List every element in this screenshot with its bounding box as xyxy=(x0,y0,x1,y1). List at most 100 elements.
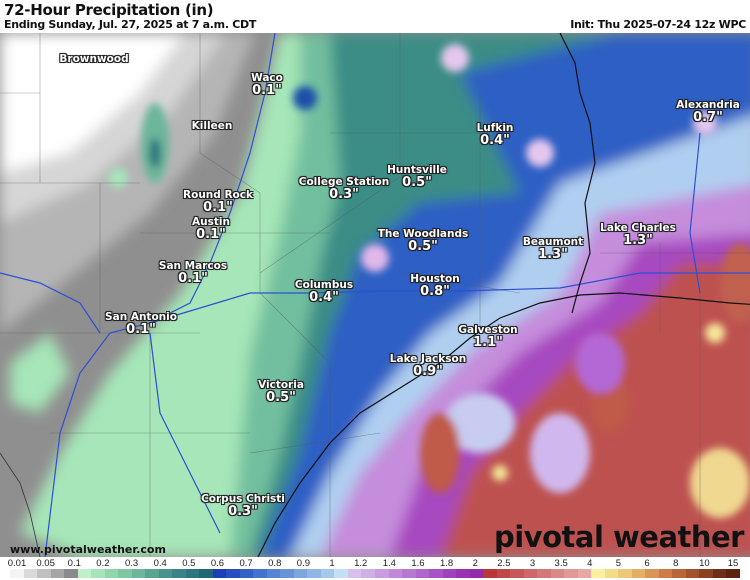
legend-swatch xyxy=(131,569,146,578)
precip-cells xyxy=(108,44,750,518)
legend-swatch xyxy=(469,569,484,578)
legend-swatch xyxy=(199,569,214,578)
legend-label: 3 xyxy=(529,558,536,569)
legend-label: 0.1 xyxy=(67,558,81,569)
legend-swatch xyxy=(712,569,727,578)
precip-field xyxy=(0,33,750,557)
city-label-lake-charles: Lake Charles 1.3" xyxy=(600,222,676,249)
legend-swatch xyxy=(239,569,254,578)
legend-swatch xyxy=(564,569,579,578)
legend-swatch xyxy=(104,569,119,578)
legend-swatch xyxy=(699,569,714,578)
legend-swatch xyxy=(280,569,295,578)
legend-label: 1.4 xyxy=(382,558,396,569)
legend-swatch xyxy=(510,569,525,578)
legend-label: 0.2 xyxy=(96,558,110,569)
map-title: 72-Hour Precipitation (in) xyxy=(4,1,214,19)
legend-swatch xyxy=(672,569,687,578)
legend-swatch xyxy=(91,569,106,578)
legend-swatch xyxy=(307,569,322,578)
legend-label: 0.6 xyxy=(210,558,225,569)
legend-swatch xyxy=(158,569,173,578)
legend-swatch xyxy=(118,569,133,578)
legend-label: 0.7 xyxy=(239,558,253,569)
legend-label: 4 xyxy=(587,558,593,569)
legend-swatch xyxy=(496,569,511,578)
legend-label: 1.6 xyxy=(411,558,425,569)
legend-label: 0.5 xyxy=(182,558,196,569)
legend-swatch xyxy=(64,569,79,578)
city-label-houston: Houston 0.8" xyxy=(410,273,460,300)
legend-swatch xyxy=(726,569,741,578)
city-label-huntsville: Huntsville 0.5" xyxy=(387,164,447,191)
rivers-and-highways xyxy=(0,33,750,557)
legend-label: 6 xyxy=(644,558,650,569)
legend-label: 15 xyxy=(727,558,739,569)
city-label-corpus-christi: Corpus Christi 0.3" xyxy=(201,493,285,520)
legend-swatch xyxy=(577,569,592,578)
city-label-round-rock: Round Rock 0.1" xyxy=(183,189,253,216)
city-label-killeen: Killeen xyxy=(191,120,233,132)
coastline-and-state-border xyxy=(0,33,750,557)
legend-swatch xyxy=(388,569,403,578)
legend-label: 0.9 xyxy=(296,558,310,569)
legend-label: 8 xyxy=(673,558,679,569)
legend-swatch xyxy=(631,569,646,578)
city-label-victoria: Victoria 0.5" xyxy=(258,379,304,406)
legend-label: 5 xyxy=(615,558,622,569)
legend-swatch xyxy=(145,569,160,578)
legend-label: 0.3 xyxy=(124,558,139,569)
legend-swatch xyxy=(685,569,700,578)
legend-swatch xyxy=(604,569,619,578)
legend-swatch xyxy=(266,569,281,578)
legend-swatch xyxy=(550,569,565,578)
legend-swatch xyxy=(658,569,673,578)
city-label-austin: Austin 0.1" xyxy=(192,216,230,243)
legend-swatch xyxy=(347,569,362,578)
pivotal-weather-logo: pivotal weather xyxy=(493,520,745,554)
valid-time: Ending Sunday, Jul. 27, 2025 at 7 a.m. C… xyxy=(4,18,257,31)
legend-label: 3.5 xyxy=(554,558,568,569)
city-label-galveston: Galveston 1.1" xyxy=(458,324,518,351)
legend-swatch xyxy=(645,569,660,578)
legend-label: 2.5 xyxy=(497,558,511,569)
legend-swatch xyxy=(523,569,538,578)
city-label-san-antonio: San Antonio 0.1" xyxy=(105,311,177,338)
legend-swatch xyxy=(320,569,335,578)
legend-label: 2 xyxy=(472,558,478,569)
legend-label: 1 xyxy=(329,558,335,569)
city-label-college-station: College Station 0.3" xyxy=(298,176,390,203)
legend-swatch xyxy=(334,569,349,578)
legend-swatch xyxy=(537,569,552,578)
map-header: 72-Hour Precipitation (in) Ending Sunday… xyxy=(0,0,750,33)
legend-swatch xyxy=(185,569,200,578)
legend-swatch xyxy=(253,569,268,578)
legend-swatch xyxy=(226,569,241,578)
city-label-waco: Waco 0.1" xyxy=(251,72,283,99)
precipitation-map: Brownwood Waco 0.1" Killeen Lufkin 0.4" Al… xyxy=(0,33,750,557)
legend-label: 1.8 xyxy=(439,558,454,569)
legend-swatch xyxy=(293,569,308,578)
city-label-lake-jackson: Lake Jackson 0.9" xyxy=(389,353,467,380)
legend-label: 0.05 xyxy=(36,558,55,569)
city-label-columbus: Columbus 0.4" xyxy=(294,279,354,306)
city-label-alexandria: Alexandria 0.7" xyxy=(676,99,740,126)
city-label-lufkin: Lufkin 0.4" xyxy=(476,122,514,149)
legend-swatch xyxy=(483,569,498,578)
website-url: www.pivotalweather.com xyxy=(10,543,166,556)
precip-color-legend: 0.01 0.05 0.1 0.2 0.3 0.4 0.5 0.6 0.7 0.8 0.9 1 1.2 1… xyxy=(0,557,750,580)
legend-swatch xyxy=(172,569,187,578)
legend-swatch xyxy=(50,569,65,578)
legend-swatch xyxy=(361,569,376,578)
city-label-the-woodlands: The Woodlands 0.5" xyxy=(377,228,469,255)
legend-swatch xyxy=(415,569,430,578)
legend-swatch xyxy=(618,569,633,578)
legend-swatch xyxy=(23,569,38,578)
legend-swatch xyxy=(10,569,25,578)
legend-swatch xyxy=(429,569,444,578)
legend-label: 1.2 xyxy=(354,558,368,569)
legend-swatch xyxy=(442,569,457,578)
legend-label: 10 xyxy=(699,558,710,569)
legend-swatch xyxy=(375,569,390,578)
city-label-san-marcos: San Marcos 0.1" xyxy=(158,260,228,287)
